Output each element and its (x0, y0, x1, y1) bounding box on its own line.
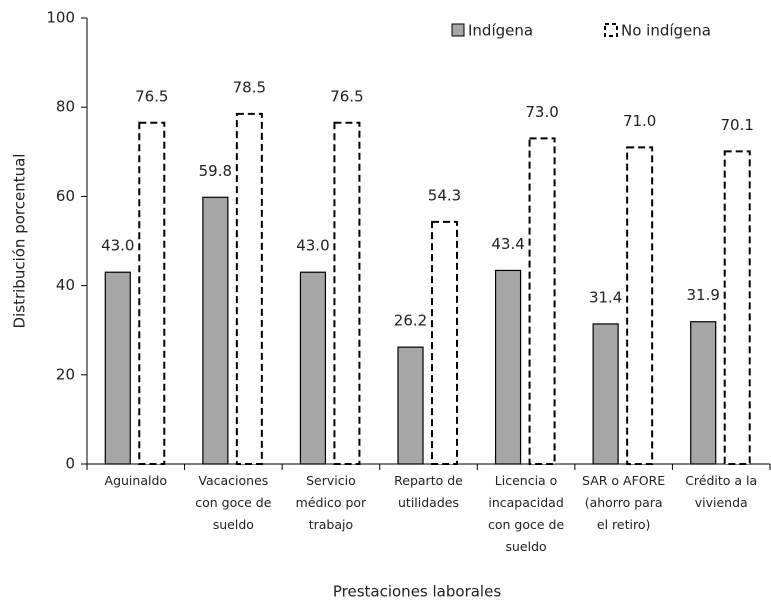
y-axis-title: Distribución porcentual (11, 154, 29, 329)
legend-swatch (451, 23, 465, 37)
value-label: 43.0 (296, 237, 329, 255)
x-tick-label-box: Licencia o incapacidad con goce de sueld… (487, 473, 565, 554)
bar (690, 321, 717, 465)
x-axis-title: Prestaciones laborales (333, 583, 501, 601)
x-tick-label: Vacaciones con goce de sueldo (195, 473, 272, 532)
x-tick-label: Aguinaldo (104, 473, 168, 488)
bar (397, 346, 424, 465)
legend-label: Indígena (468, 22, 533, 40)
x-tick-label: Licencia o incapacidad con goce de sueld… (487, 473, 565, 554)
value-label: 59.8 (199, 162, 232, 180)
value-label: 43.0 (101, 237, 134, 255)
bar (626, 146, 654, 465)
value-label: 26.2 (394, 312, 427, 330)
bar (528, 137, 556, 465)
value-label: 78.5 (233, 78, 266, 96)
y-tick-label: 100 (46, 9, 75, 27)
bar (723, 150, 751, 465)
y-tick-label: 60 (56, 187, 75, 205)
bar (299, 271, 327, 465)
bar (592, 323, 619, 465)
y-tick-label: 40 (56, 276, 75, 294)
bar (494, 269, 522, 465)
y-tick-label: 0 (65, 455, 75, 473)
x-tick-label-box: SAR o AFORE (ahorro para el retiro) (582, 473, 666, 532)
x-tick-label-box: Vacaciones con goce de sueldo (195, 473, 272, 532)
value-label: 70.1 (721, 116, 754, 134)
value-label: 43.4 (491, 235, 524, 253)
x-tick-label: SAR o AFORE (ahorro para el retiro) (582, 473, 666, 532)
x-tick-label-box: Servicio médico por trabajo (295, 473, 367, 532)
value-label: 73.0 (525, 103, 558, 121)
value-label: 31.4 (589, 288, 622, 306)
y-tick-label: 20 (56, 365, 75, 383)
x-tick-label: Servicio médico por trabajo (295, 473, 367, 532)
bar (104, 271, 131, 465)
value-label: 31.9 (687, 286, 720, 304)
value-label: 71.0 (623, 112, 656, 130)
x-tick-label-box: Aguinaldo (104, 473, 168, 488)
bar (431, 220, 458, 465)
x-tick-label: Reparto de utilidades (394, 473, 463, 510)
bar (235, 112, 263, 465)
legend-label: No indígena (621, 22, 711, 40)
value-label: 76.5 (330, 87, 363, 105)
x-tick-label-box: Reparto de utilidades (394, 473, 463, 510)
bar (333, 121, 361, 465)
x-tick-label: Crédito a la vivienda (685, 473, 758, 510)
value-label: 54.3 (428, 186, 461, 204)
value-label: 76.5 (135, 87, 168, 105)
bar (138, 121, 166, 465)
bar (202, 196, 229, 465)
y-tick-label: 80 (56, 98, 75, 116)
legend-swatch (604, 23, 618, 37)
x-tick-label-box: Crédito a la vivienda (685, 473, 758, 510)
